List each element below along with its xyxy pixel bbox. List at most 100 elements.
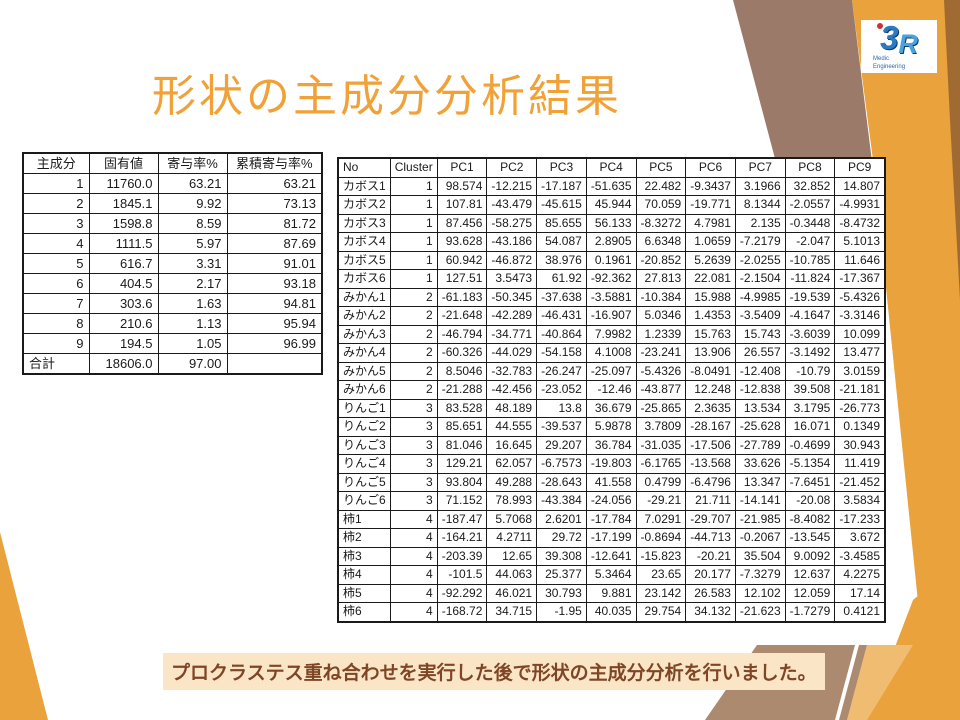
table-cell: 1.13 <box>157 313 228 334</box>
table-cell: -51.635 <box>585 176 637 196</box>
table-cell: -50.345 <box>486 287 538 307</box>
column-header: 固有値 <box>88 152 159 174</box>
table-cell: -45.615 <box>536 195 587 215</box>
column-header: PC4 <box>585 157 637 178</box>
table-cell: 32.852 <box>784 176 836 196</box>
table-cell: 4 <box>389 602 438 622</box>
table-cell: 1.2339 <box>635 324 687 344</box>
column-header: PC2 <box>486 157 538 178</box>
table-cell: 16.645 <box>486 435 538 455</box>
table-cell: 8.59 <box>157 213 228 234</box>
table-cell: 3.5834 <box>834 491 886 511</box>
table-cell: -31.035 <box>635 435 687 455</box>
table-cell: 15.763 <box>685 324 736 344</box>
table-cell: -13.545 <box>784 528 836 548</box>
table-cell: -15.823 <box>635 546 687 566</box>
table-cell: 11.646 <box>834 250 886 270</box>
slide-title: 形状の主成分分析結果 <box>152 72 622 121</box>
table-cell: -3.5881 <box>585 287 637 307</box>
table-cell: 4 <box>22 233 90 254</box>
logo-3r-mark: 3R <box>861 19 937 59</box>
table-cell: -6.7573 <box>536 454 587 474</box>
logo-text-r: R <box>898 29 918 59</box>
table-cell: 83.528 <box>436 398 488 418</box>
logo-subtext: Medic Engineering <box>873 56 937 71</box>
table-row: りんご4 3 129.21 62.057 -6.7573 -19.803 -6.1765 -1… <box>337 454 886 474</box>
table-row: みかん4 2 -60.326 -44.029 -54.158 4.1008 -23.241 1… <box>337 343 886 363</box>
table-cell: -60.326 <box>436 343 488 363</box>
table-cell: 4 <box>389 546 438 566</box>
table-cell: 27.813 <box>635 269 687 289</box>
table-cell: カボス2 <box>337 195 391 215</box>
table-cell: -37.638 <box>536 287 587 307</box>
table-cell: -27.789 <box>734 435 786 455</box>
table-cell: 29.72 <box>536 528 587 548</box>
table-cell: 22.081 <box>685 269 736 289</box>
logo-text-3: 3 <box>880 19 899 56</box>
table-cell: 4.7981 <box>685 213 736 233</box>
decor-orange-triangle-bottom-left <box>0 532 48 720</box>
table-cell: -34.771 <box>486 324 538 344</box>
table-cell: 60.942 <box>436 250 488 270</box>
table-cell: 0.4121 <box>834 602 886 622</box>
table-cell: 107.81 <box>436 195 488 215</box>
table-cell: -23.052 <box>536 380 587 400</box>
table-cell: 303.6 <box>88 293 159 314</box>
table-cell: 2.8905 <box>585 232 637 252</box>
table-cell: 616.7 <box>88 253 159 274</box>
table-cell: -16.907 <box>585 306 637 326</box>
table-cell: -21.181 <box>834 380 886 400</box>
table-cell: 5.3464 <box>585 565 637 585</box>
table-cell: 5.9878 <box>585 417 637 437</box>
table-cell: みかん1 <box>337 287 391 307</box>
table-cell: -7.2179 <box>734 232 786 252</box>
table-cell: みかん6 <box>337 380 391 400</box>
table-row: カボス2 1 107.81 -43.479 -45.615 45.944 70.059 -19… <box>337 195 886 215</box>
table-cell: 1.05 <box>157 333 228 354</box>
table-cell: -25.097 <box>585 361 637 381</box>
table-cell: 柿3 <box>337 546 391 566</box>
table-cell: 6 <box>22 273 90 294</box>
table-cell: 18606.0 <box>88 353 159 375</box>
table-cell: -168.72 <box>436 602 488 622</box>
decor-sienna-corner <box>944 0 960 300</box>
table-cell: -39.537 <box>536 417 587 437</box>
table-cell: りんご1 <box>337 398 391 418</box>
table-cell: 3.1966 <box>734 176 786 196</box>
table-cell: -8.3272 <box>635 213 687 233</box>
table-cell: 2 <box>389 361 438 381</box>
table-cell: りんご5 <box>337 472 391 492</box>
table-cell: 26.583 <box>685 583 736 603</box>
table-cell: 2.17 <box>157 273 228 294</box>
table-cell: 73.13 <box>226 193 323 214</box>
table-cell: 11760.0 <box>88 173 159 194</box>
table-cell: -17.506 <box>685 435 736 455</box>
table-row: 合計 18606.0 97.00 <box>22 353 323 375</box>
column-header: Cluster <box>389 157 438 178</box>
table-cell: 14.807 <box>834 176 886 196</box>
table-cell: -61.183 <box>436 287 488 307</box>
table-cell: -6.1765 <box>635 454 687 474</box>
table-cell: 61.92 <box>536 269 587 289</box>
table-row: 柿6 4 -168.72 34.715 -1.95 40.035 29.754 34.132-… <box>337 602 886 622</box>
table-cell: 4 <box>389 565 438 585</box>
table-cell: 35.504 <box>734 546 786 566</box>
table-cell: 13.347 <box>734 472 786 492</box>
table-cell: 3 <box>389 491 438 511</box>
table-cell: 13.8 <box>536 398 587 418</box>
table-cell: -3.3146 <box>834 306 886 326</box>
table-cell: カボス5 <box>337 250 391 270</box>
logo-red-dot-icon <box>877 23 883 29</box>
table-cell: 1 <box>389 250 438 270</box>
table-cell: 3 <box>389 435 438 455</box>
table-cell: 85.651 <box>436 417 488 437</box>
table-row: みかん1 2 -61.183 -50.345 -37.638 -3.5881 -10.384… <box>337 287 886 307</box>
table-cell: -23.241 <box>635 343 687 363</box>
table-cell: りんご2 <box>337 417 391 437</box>
table-cell: -29.707 <box>685 509 736 529</box>
table-cell: -0.3448 <box>784 213 836 233</box>
table-row: みかん2 2 -21.648 -42.289 -46.431 -16.907 5.0346 1… <box>337 306 886 326</box>
table-cell: 2.135 <box>734 213 786 233</box>
table-cell: -14.141 <box>734 491 786 511</box>
table-cell: 54.087 <box>536 232 587 252</box>
